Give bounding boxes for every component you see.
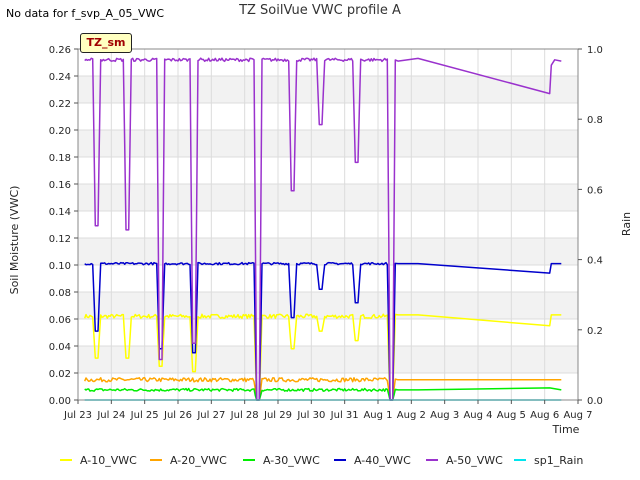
legend-label: sp1_Rain [534, 454, 583, 467]
x-tick-label: Jul 27 [196, 410, 225, 421]
band [78, 76, 578, 103]
y2-tick-label: 1.0 [587, 45, 603, 56]
site-badge: TZ_sm [80, 33, 132, 53]
y-tick-label: 0.00 [49, 396, 71, 407]
legend-label: A-10_VWC [80, 454, 137, 467]
y-tick-label: 0.26 [49, 45, 71, 56]
x-tick-label: Jul 26 [163, 410, 192, 421]
y-tick-label: 0.16 [49, 180, 71, 191]
y-tick-label: 0.04 [49, 342, 71, 353]
legend: A-10_VWC A-20_VWC A-30_VWC A-40_VWC A-50_VWC… [60, 454, 583, 467]
x-tick-label: Aug 1 [363, 410, 392, 421]
x-tick-label: Jul 28 [230, 410, 259, 421]
y2-axis-label: Rain [620, 212, 633, 236]
y2-tick-label: 0.6 [587, 185, 603, 196]
x-tick-label: Aug 6 [530, 410, 559, 421]
x-tick-label: Jul 24 [96, 410, 125, 421]
x-tick-label: Aug 4 [463, 410, 492, 421]
x-tick-label: Aug 2 [397, 410, 426, 421]
plot-bands [78, 76, 578, 373]
x-axis-ticks: Jul 23 Jul 24 Jul 25 Jul 26 Jul 27 Jul 28 Jul … [63, 400, 593, 421]
y2-axis-ticks: 0.0 0.2 0.4 0.6 0.8 1.0 [578, 45, 603, 407]
y-axis-ticks: 0.00 0.02 0.04 0.06 0.08 0.10 0.12 0.14 0.16 0.18… [49, 45, 78, 407]
y-tick-label: 0.06 [49, 315, 71, 326]
x-tick-label: Jul 30 [296, 410, 325, 421]
y-tick-label: 0.10 [49, 261, 71, 272]
series-line-a-40-vwc [84, 261, 562, 401]
legend-label: A-40_VWC [354, 454, 411, 467]
series-line-a-30-vwc [84, 387, 562, 401]
y-tick-label: 0.12 [49, 234, 71, 245]
series-line-a-50-vwc [84, 57, 562, 401]
series-line-a-10-vwc [83, 313, 562, 401]
x-tick-label: Aug 5 [497, 410, 526, 421]
band [78, 292, 578, 319]
y2-tick-label: 0.2 [587, 326, 603, 337]
y-tick-label: 0.20 [49, 126, 71, 137]
y-tick-label: 0.02 [49, 369, 71, 380]
x-axis-label: Time [552, 423, 580, 436]
y-tick-label: 0.24 [49, 72, 71, 83]
band [78, 238, 578, 265]
band [78, 346, 578, 373]
y2-tick-label: 0.0 [587, 396, 603, 407]
plot-frame [77, 48, 579, 401]
chart-title: TZ SoilVue VWC profile A [239, 3, 401, 18]
series-line-a-20-vwc [84, 377, 562, 401]
y-tick-label: 0.14 [49, 207, 71, 218]
x-tick-label: Aug 7 [563, 410, 592, 421]
y2-tick-label: 0.4 [587, 256, 603, 267]
x-tick-label: Jul 25 [130, 410, 159, 421]
x-tick-label: Jul 31 [330, 410, 359, 421]
y-tick-label: 0.18 [49, 153, 71, 164]
x-tick-label: Jul 29 [263, 410, 292, 421]
y-tick-label: 0.22 [49, 99, 71, 110]
x-tick-label: Jul 23 [63, 410, 92, 421]
legend-label: A-50_VWC [446, 454, 503, 467]
no-data-note: No data for f_svp_A_05_VWC [6, 7, 165, 20]
legend-label: A-20_VWC [170, 454, 227, 467]
legend-label: A-30_VWC [263, 454, 320, 467]
band [78, 130, 578, 157]
y-axis-label: Soil Moisture (VWC) [8, 186, 21, 295]
y2-tick-label: 0.8 [587, 115, 603, 126]
y-tick-label: 0.08 [49, 288, 71, 299]
x-tick-label: Aug 3 [430, 410, 459, 421]
band [78, 184, 578, 211]
